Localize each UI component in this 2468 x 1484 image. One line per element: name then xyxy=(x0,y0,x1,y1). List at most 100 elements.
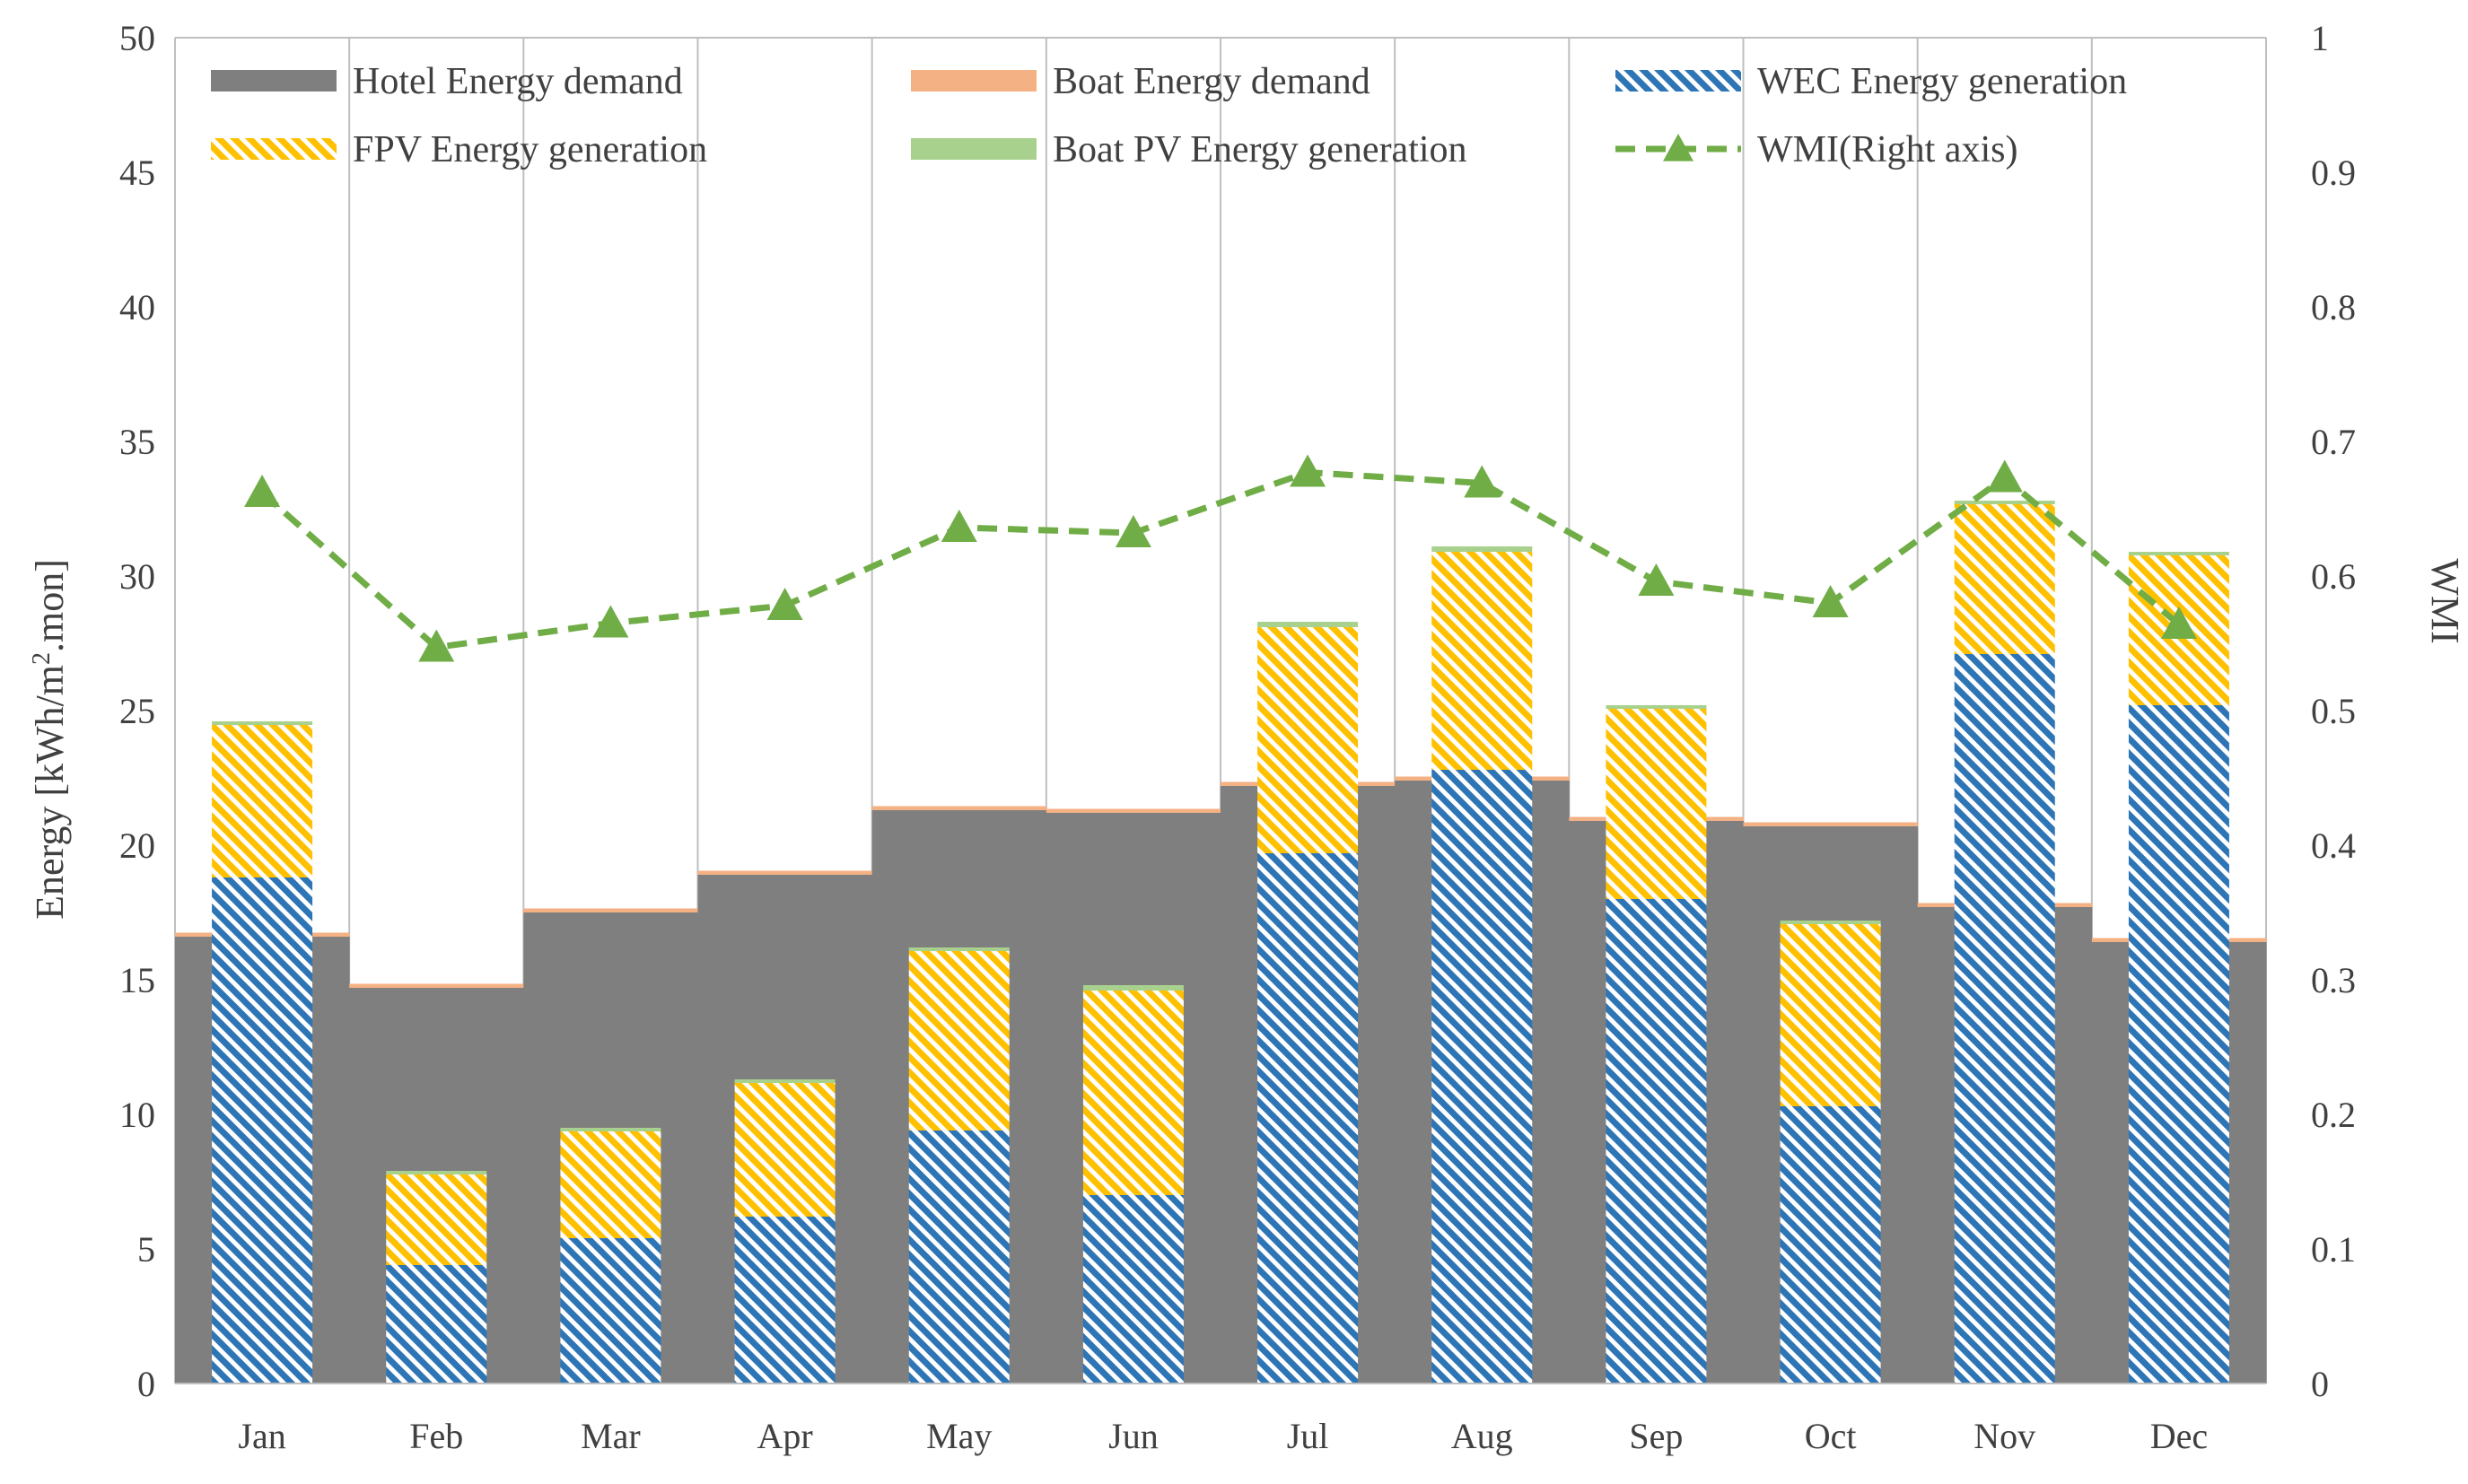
y2-tick-label: 1 xyxy=(2311,18,2329,58)
y-tick-label: 20 xyxy=(119,825,155,866)
x-tick-label: Mar xyxy=(581,1416,641,1456)
y2-tick-label: 0.2 xyxy=(2311,1095,2356,1135)
bar-wec xyxy=(2128,705,2229,1384)
legend-label: WMI(Right axis) xyxy=(1757,129,2017,170)
legend-swatch xyxy=(911,70,1037,92)
wmi-point xyxy=(941,510,977,542)
legend-swatch xyxy=(1615,70,1741,92)
axes: 0 5 10 15 20 25 30 35 40 45 50 0 0.1 0.2 0.3 0.4 0.5 0.6 0… xyxy=(119,18,2356,1456)
bar-boat-pv xyxy=(1082,985,1184,991)
y-tick-label: 0 xyxy=(137,1364,155,1404)
x-tick-label: Nov xyxy=(1974,1416,2035,1456)
wmi-line xyxy=(244,454,2197,662)
boat-demand-step xyxy=(1046,808,1221,813)
y2-tick-label: 0.1 xyxy=(2311,1229,2356,1270)
bar-wec xyxy=(1257,853,1359,1384)
bar-fpv xyxy=(1606,708,1707,899)
bar-wec xyxy=(1606,899,1707,1384)
x-tick-label: Jan xyxy=(238,1416,285,1456)
bar-boat-pv xyxy=(734,1079,836,1083)
boat-demand-step xyxy=(523,908,698,912)
x-tick-label: Sep xyxy=(1629,1416,1683,1456)
y-tick-label: 30 xyxy=(119,556,155,597)
y2-tick-label: 0.8 xyxy=(2311,287,2356,327)
bar-fpv xyxy=(908,950,1010,1130)
bar-boat-pv xyxy=(2128,552,2229,555)
bar-boat-pv xyxy=(1606,705,1707,709)
bar-boat-pv xyxy=(1257,622,1359,627)
wmi-point xyxy=(1290,454,1326,487)
bar-wec xyxy=(560,1238,661,1384)
boat-demand-step xyxy=(871,806,1047,810)
bar-fpv xyxy=(1780,923,1881,1106)
bar-boat-pv xyxy=(386,1171,487,1174)
bar-fpv xyxy=(560,1130,661,1238)
legend-marker xyxy=(1663,134,1693,161)
legend-label: Hotel Energy demand xyxy=(353,61,683,102)
y-tick-label: 35 xyxy=(119,422,155,462)
y2-tick-label: 0.5 xyxy=(2311,691,2356,731)
bar-fpv xyxy=(1431,552,1533,770)
y2-tick-label: 0.4 xyxy=(2311,825,2356,866)
wmi-point xyxy=(1115,515,1151,547)
x-tick-label: Jul xyxy=(1287,1416,1329,1456)
y2-tick-label: 0.9 xyxy=(2311,153,2356,193)
bar-wec xyxy=(212,877,313,1384)
bar-boat-pv xyxy=(560,1128,661,1131)
bar-fpv xyxy=(212,724,313,877)
y-tick-label: 25 xyxy=(119,691,155,731)
bar-boat-pv xyxy=(212,721,313,725)
x-tick-label: Apr xyxy=(757,1416,812,1456)
x-tick-label: Jun xyxy=(1108,1416,1159,1456)
y2-tick-label: 0.3 xyxy=(2311,960,2356,1000)
bar-wec xyxy=(908,1130,1010,1384)
generation-bars xyxy=(212,501,2229,1384)
wmi-point xyxy=(1812,585,1849,617)
bar-boat-pv xyxy=(1954,501,2055,504)
x-tick-label: Oct xyxy=(1805,1416,1857,1456)
wmi-point xyxy=(766,588,803,620)
boat-demand-step xyxy=(349,983,524,988)
boat-demand-step xyxy=(697,870,873,875)
bar-fpv xyxy=(1257,627,1359,853)
x-tick-label: Dec xyxy=(2150,1416,2208,1456)
y-tick-label: 10 xyxy=(119,1095,155,1135)
wmi-point xyxy=(1464,465,1501,498)
bar-wec xyxy=(1780,1106,1881,1384)
x-tick-label: Aug xyxy=(1451,1416,1513,1456)
y-tick-label: 40 xyxy=(119,287,155,327)
y2-tick-label: 0.7 xyxy=(2311,422,2356,462)
bar-fpv xyxy=(386,1174,487,1265)
y-tick-label: 5 xyxy=(137,1229,155,1270)
bar-boat-pv xyxy=(908,947,1010,951)
legend-label: FPV Energy generation xyxy=(353,129,707,170)
bar-wec xyxy=(1431,770,1533,1384)
y2-axis-title: WMI xyxy=(2423,558,2467,643)
legend-swatch xyxy=(911,138,1037,160)
boat-demand-step xyxy=(1743,822,1919,826)
bar-boat-pv xyxy=(1780,921,1881,924)
y-axis-title: Energy [kWh/m2.mon] xyxy=(28,559,73,920)
bar-fpv xyxy=(1954,503,2055,654)
bar-wec xyxy=(386,1265,487,1384)
wmi-point xyxy=(418,629,455,662)
legend: Hotel Energy demand Boat Energy demand WEC… xyxy=(211,61,2127,170)
y2-tick-label: 0 xyxy=(2311,1364,2329,1404)
wmi-point xyxy=(1638,563,1675,596)
legend-swatch xyxy=(211,138,337,160)
bar-boat-pv xyxy=(1431,546,1533,552)
wmi-point xyxy=(244,475,281,507)
y-tick-label: 15 xyxy=(119,960,155,1000)
x-tick-label: May xyxy=(926,1416,992,1456)
bar-fpv xyxy=(1082,991,1184,1195)
bar-wec xyxy=(734,1217,836,1384)
wmi-point xyxy=(1986,459,2023,493)
bar-wec xyxy=(1082,1195,1184,1384)
legend-swatch xyxy=(211,70,337,92)
bar-fpv xyxy=(734,1082,836,1217)
y-tick-label: 45 xyxy=(119,153,155,193)
y-tick-label: 50 xyxy=(119,18,155,58)
legend-label: Boat Energy demand xyxy=(1053,61,1370,102)
wmi-point xyxy=(592,605,629,638)
